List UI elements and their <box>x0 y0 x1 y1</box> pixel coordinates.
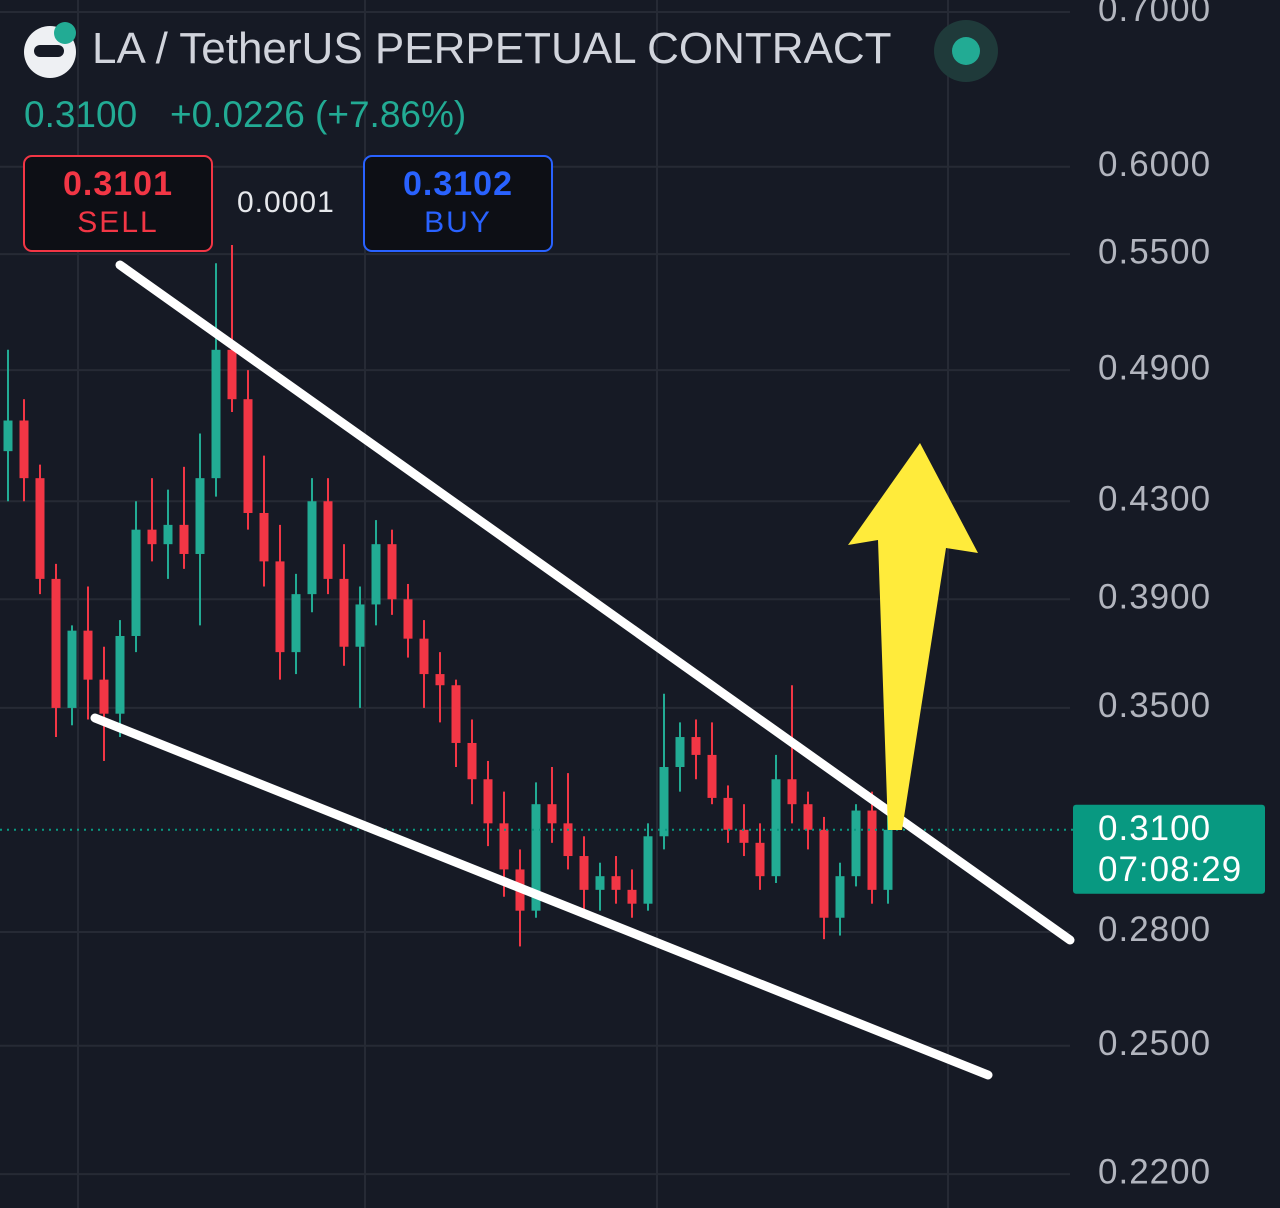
candle-body <box>387 544 397 600</box>
lower-trend-line <box>90 713 993 1080</box>
candle-body <box>323 501 333 579</box>
candle-body <box>115 635 125 714</box>
upper-trend-line <box>115 260 1075 945</box>
candle-body <box>291 594 301 653</box>
candle-body <box>259 512 269 562</box>
candle-body <box>403 599 413 639</box>
candle-body <box>643 836 653 904</box>
candle-body <box>451 685 461 743</box>
candle-body <box>867 810 877 890</box>
up-arrow <box>848 443 978 830</box>
candle-body <box>835 876 845 918</box>
candle-body <box>499 823 509 870</box>
candle-body <box>659 767 669 837</box>
status-indicator <box>934 20 998 82</box>
candle-body <box>771 779 781 877</box>
candle-body <box>371 544 381 605</box>
y-tick-label: 0.2800 <box>1098 910 1211 949</box>
symbol-title: LA / TetherUS PERPETUAL CONTRACT <box>92 24 892 73</box>
candle-body <box>19 420 29 479</box>
y-tick-label: 0.6000 <box>1098 145 1211 184</box>
candle-body <box>355 604 365 647</box>
sell-label: SELL <box>77 206 159 239</box>
y-tick-label: 0.7000 <box>1098 0 1211 29</box>
y-tick-label: 0.2500 <box>1098 1024 1211 1063</box>
buy-label: BUY <box>424 206 492 239</box>
buy-price: 0.3102 <box>403 165 513 203</box>
candle-body <box>819 829 829 918</box>
candle-body <box>275 561 285 653</box>
y-tick-label: 0.4300 <box>1098 479 1211 518</box>
candle-body <box>691 737 701 755</box>
candle-body <box>483 779 493 824</box>
buy-button[interactable]: 0.3102 BUY <box>363 155 553 252</box>
last-price-label: 0.3100 <box>1098 809 1211 848</box>
candle-body <box>467 742 477 780</box>
candle-body <box>611 876 621 890</box>
candle-body <box>227 349 237 400</box>
price-change: +0.0226 (+7.86%) <box>170 94 467 135</box>
trend-lines <box>90 260 1075 1080</box>
logo-mark <box>34 45 64 57</box>
candle-body <box>419 638 429 675</box>
y-tick-label: 0.5500 <box>1098 232 1211 271</box>
y-tick-label: 0.3500 <box>1098 686 1211 725</box>
candle-body <box>35 478 45 579</box>
countdown: 07:08:29 <box>1098 850 1242 889</box>
candle-body <box>179 524 189 554</box>
price-axis: 0.7000 0.6000 0.5500 0.4900 0.4300 0.3900 0.35… <box>1073 0 1265 1191</box>
candle-body <box>243 399 253 513</box>
candle-body <box>803 804 813 830</box>
candle-body <box>211 349 221 479</box>
candle-body <box>563 823 573 857</box>
y-tick-label: 0.2200 <box>1098 1152 1211 1191</box>
status-dot <box>952 37 980 65</box>
candle-body <box>675 737 685 768</box>
candle-body <box>851 810 861 877</box>
candle-body <box>883 829 893 890</box>
last-price-box <box>1073 804 1265 894</box>
candle-body <box>83 630 93 680</box>
candle-body <box>67 630 77 708</box>
candle-body <box>595 876 605 890</box>
candle-body <box>627 889 637 904</box>
candle-body <box>147 529 157 545</box>
candle-body <box>307 501 317 595</box>
coin-logo <box>24 22 76 78</box>
logo-badge <box>54 22 76 44</box>
candle-body <box>739 829 749 843</box>
sell-price: 0.3101 <box>63 165 173 203</box>
y-tick-label: 0.4900 <box>1098 348 1211 387</box>
candle-body <box>195 478 205 554</box>
spread: 0.0001 <box>237 186 335 219</box>
candle-body <box>579 856 589 890</box>
candle-body <box>99 679 109 714</box>
candle-body <box>755 842 765 877</box>
last-price: 0.3100 <box>24 94 138 135</box>
candle-body <box>435 674 445 686</box>
candle-body <box>787 779 797 805</box>
candles <box>0 245 1073 947</box>
candle-body <box>163 524 173 545</box>
candle-body <box>531 804 541 911</box>
candle-body <box>339 578 349 647</box>
candle-body <box>723 797 733 830</box>
sell-button[interactable]: 0.3101 SELL <box>23 155 213 252</box>
y-tick-label: 0.3900 <box>1098 578 1211 617</box>
candle-body <box>131 529 141 636</box>
candle-body <box>51 578 61 708</box>
candle-body <box>707 754 717 798</box>
candle-body <box>547 804 557 824</box>
candle-body <box>3 420 13 452</box>
